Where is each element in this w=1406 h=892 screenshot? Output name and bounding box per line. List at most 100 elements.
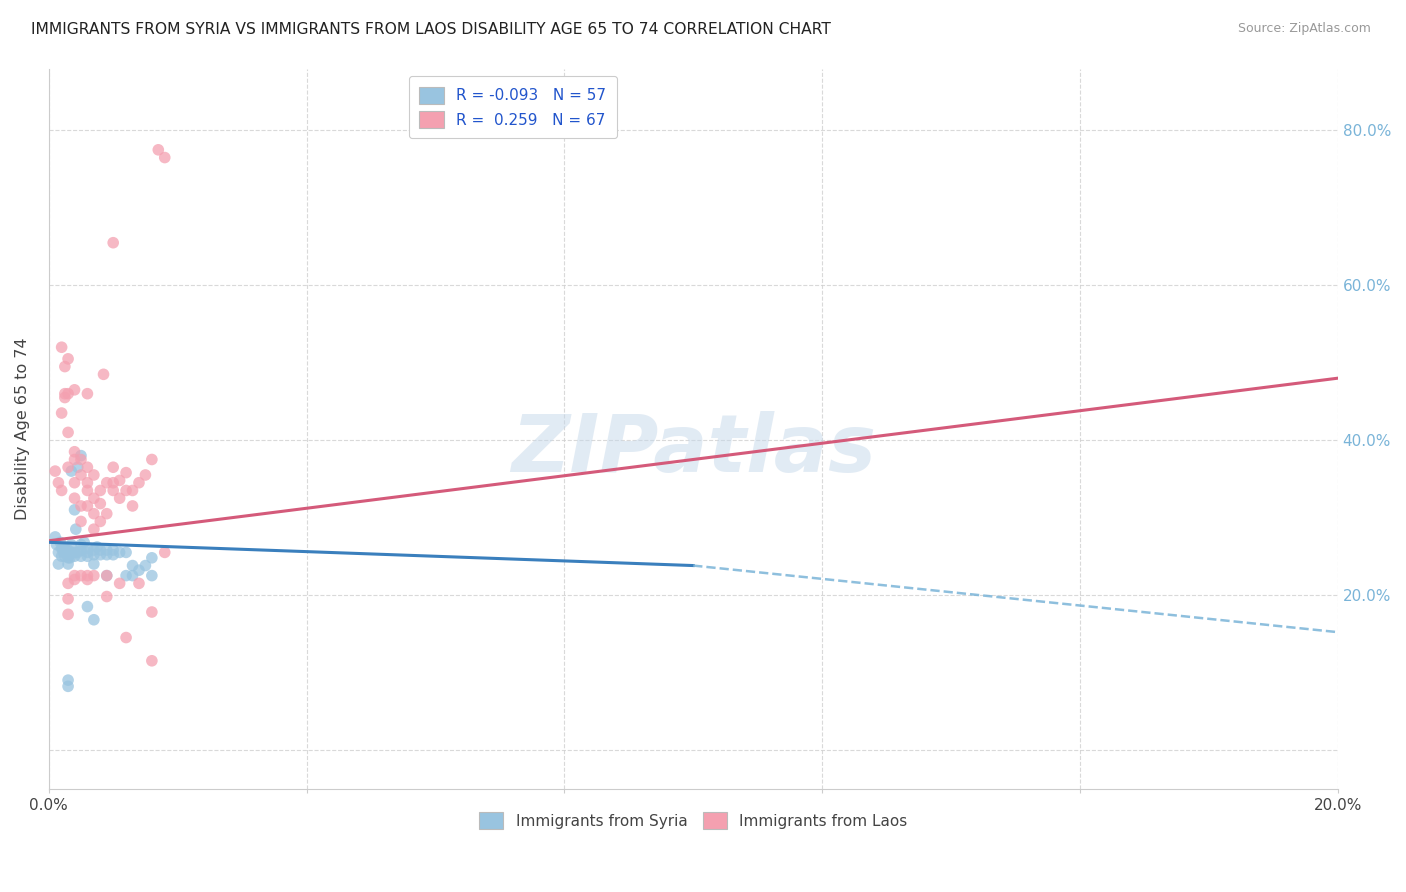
Point xyxy=(96,475,118,490)
Point xyxy=(53,391,76,405)
Point xyxy=(70,515,93,529)
Point xyxy=(121,499,143,513)
Text: ZIPatlas: ZIPatlas xyxy=(510,411,876,489)
Point xyxy=(96,543,118,558)
Point xyxy=(148,143,170,157)
Point xyxy=(70,543,93,558)
Text: Source: ZipAtlas.com: Source: ZipAtlas.com xyxy=(1237,22,1371,36)
Point xyxy=(96,548,118,562)
Point xyxy=(128,576,150,591)
Point xyxy=(153,545,176,559)
Point xyxy=(56,550,79,565)
Point xyxy=(60,545,83,559)
Point xyxy=(121,483,143,498)
Point xyxy=(56,557,79,571)
Point xyxy=(128,475,150,490)
Point xyxy=(76,541,98,556)
Point xyxy=(53,359,76,374)
Point xyxy=(66,545,89,559)
Point xyxy=(96,568,118,582)
Point xyxy=(63,503,86,517)
Point xyxy=(108,545,131,559)
Point xyxy=(70,568,93,582)
Point xyxy=(70,449,93,463)
Point xyxy=(76,568,98,582)
Point xyxy=(89,483,111,498)
Point xyxy=(56,386,79,401)
Point xyxy=(103,483,125,498)
Point xyxy=(56,591,79,606)
Point xyxy=(96,568,118,582)
Point xyxy=(52,541,75,556)
Point xyxy=(76,573,98,587)
Point xyxy=(56,607,79,622)
Point xyxy=(60,464,83,478)
Point xyxy=(103,235,125,250)
Point xyxy=(83,568,105,582)
Point xyxy=(76,386,98,401)
Point xyxy=(89,515,111,529)
Point xyxy=(83,557,105,571)
Point xyxy=(134,467,156,482)
Point xyxy=(51,549,73,564)
Point xyxy=(63,549,86,564)
Point xyxy=(63,444,86,458)
Point xyxy=(89,548,111,562)
Point xyxy=(53,549,76,564)
Point xyxy=(76,475,98,490)
Point xyxy=(65,522,87,536)
Point xyxy=(63,568,86,582)
Point xyxy=(115,631,138,645)
Point xyxy=(51,483,73,498)
Point xyxy=(83,543,105,558)
Point xyxy=(103,475,125,490)
Point xyxy=(76,545,98,559)
Point xyxy=(70,538,93,552)
Point xyxy=(83,522,105,536)
Point xyxy=(115,466,138,480)
Point xyxy=(63,573,86,587)
Point xyxy=(48,557,70,571)
Point xyxy=(96,507,118,521)
Point xyxy=(96,590,118,604)
Point xyxy=(53,386,76,401)
Point xyxy=(63,452,86,467)
Point xyxy=(44,464,66,478)
Point xyxy=(121,568,143,582)
Legend: Immigrants from Syria, Immigrants from Laos: Immigrants from Syria, Immigrants from L… xyxy=(472,806,914,835)
Point xyxy=(58,548,80,562)
Point xyxy=(115,545,138,559)
Point xyxy=(63,545,86,559)
Point xyxy=(86,540,108,554)
Point xyxy=(115,483,138,498)
Point xyxy=(76,599,98,614)
Point xyxy=(56,351,79,366)
Point xyxy=(134,558,156,573)
Point xyxy=(49,535,72,549)
Point xyxy=(63,491,86,506)
Point xyxy=(89,543,111,558)
Point xyxy=(141,654,163,668)
Point xyxy=(51,406,73,420)
Point xyxy=(141,550,163,565)
Point xyxy=(83,548,105,562)
Point xyxy=(76,499,98,513)
Point xyxy=(141,568,163,582)
Point xyxy=(108,474,131,488)
Point xyxy=(70,467,93,482)
Point xyxy=(103,460,125,475)
Point xyxy=(56,543,79,558)
Point xyxy=(53,541,76,556)
Point xyxy=(83,467,105,482)
Point xyxy=(83,491,105,506)
Point xyxy=(66,460,89,475)
Point xyxy=(76,549,98,564)
Point xyxy=(63,383,86,397)
Point xyxy=(115,568,138,582)
Point xyxy=(108,576,131,591)
Point xyxy=(56,673,79,687)
Point xyxy=(108,491,131,506)
Point xyxy=(103,543,125,558)
Point xyxy=(56,460,79,475)
Point xyxy=(52,545,75,559)
